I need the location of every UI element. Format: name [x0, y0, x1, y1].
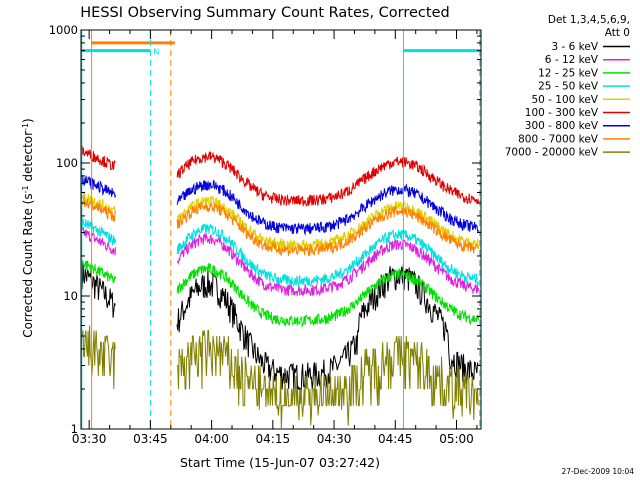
- axes: 1 10 100 1000 03:30 03:45 04:00 04:15 04:30 04:45…: [49, 23, 482, 446]
- y-axis-label-sup1: -1: [21, 185, 30, 193]
- series-line-2: [81, 227, 479, 297]
- y-tick-label: 1000: [49, 23, 78, 37]
- x-tick-label: 03:30: [72, 432, 107, 446]
- y-tick-label: 100: [56, 156, 78, 170]
- series-line-6: [81, 145, 479, 207]
- series-line-4: [81, 216, 479, 289]
- x-tick-label: 05:00: [439, 432, 474, 446]
- x-tick-label: 04:30: [317, 432, 352, 446]
- legend-label: 6 - 12 keV: [545, 54, 599, 66]
- x-axis-label: Start Time (15-Jun-07 03:27:42): [180, 455, 380, 470]
- legend-label: 25 - 50 keV: [538, 81, 599, 93]
- legend-header-line-1: Det 1,3,4,5,6,9,: [548, 14, 630, 26]
- y-axis-label-end: ): [21, 118, 35, 123]
- y-axis-label-sup2: -1: [21, 123, 30, 131]
- y-axis-label-main: Corrected Count Rate (s: [21, 193, 35, 337]
- series-line-3: [81, 260, 479, 328]
- series-line-8: [81, 196, 479, 256]
- x-tick-label: 04:15: [256, 432, 291, 446]
- legend-label: 7000 - 20000 keV: [505, 147, 599, 159]
- x-tick-label: 04:45: [378, 432, 413, 446]
- legend-label: 12 - 25 keV: [538, 67, 599, 79]
- plot-area: N: [81, 30, 481, 429]
- x-tick-label: 03:45: [133, 432, 168, 446]
- series-line-7: [81, 175, 479, 236]
- night-bar-label: N: [153, 48, 159, 57]
- legend-header-line-2: Att 0: [605, 27, 630, 39]
- legend-label: 3 - 6 keV: [551, 41, 598, 53]
- chart-title: HESSI Observing Summary Count Rates, Cor…: [80, 5, 449, 21]
- legend-label: 100 - 300 keV: [525, 107, 599, 119]
- y-tick-label: 10: [63, 289, 78, 303]
- series-line-9: [81, 325, 479, 429]
- legend-label: 50 - 100 keV: [531, 94, 598, 106]
- legend-label: 300 - 800 keV: [525, 120, 599, 132]
- axes-frame: [80, 29, 482, 430]
- y-axis-label: Corrected Count Rate (s-1 detector-1): [21, 118, 35, 337]
- generated-timestamp: 27-Dec-2009 10:04: [561, 467, 634, 476]
- x-tick-label: 04:00: [194, 432, 229, 446]
- y-axis-label-mid: detector: [21, 131, 35, 186]
- legend-label: 800 - 7000 keV: [518, 133, 599, 145]
- y-tick-label: 1: [71, 422, 78, 436]
